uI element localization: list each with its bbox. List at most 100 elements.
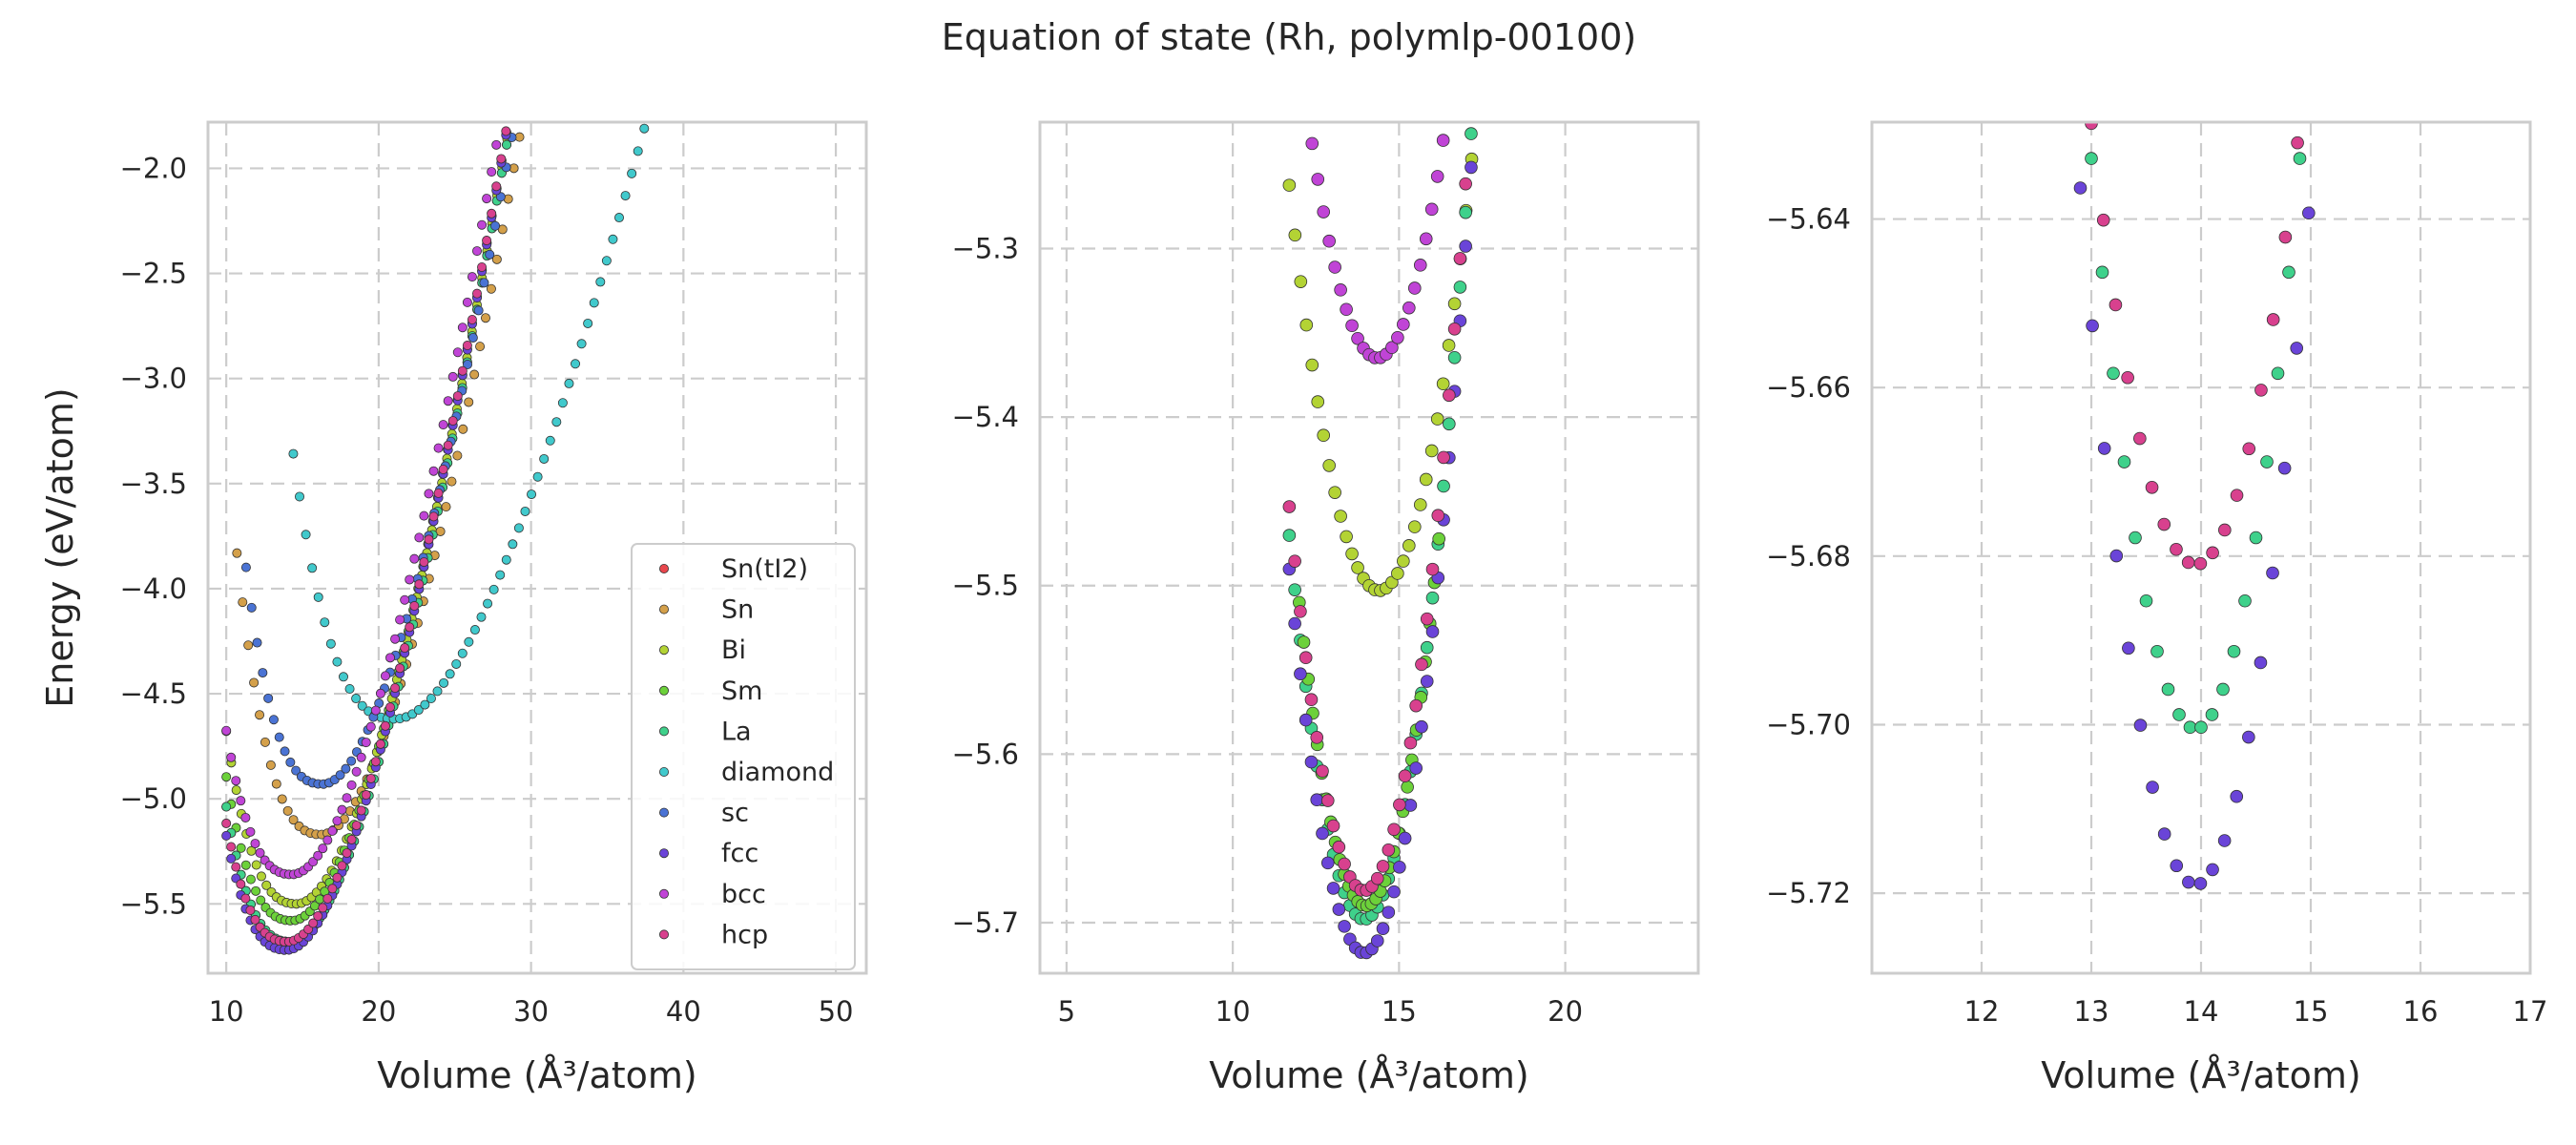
data-point-La [2216, 682, 2230, 697]
data-point-hcp [1443, 388, 1456, 403]
legend-entry: sc [721, 799, 749, 828]
data-point-La [1288, 583, 1301, 596]
data-point-bcc [1328, 260, 1341, 274]
data-point-fcc [2315, 56, 2327, 69]
data-point-fcc [1310, 793, 1324, 807]
legend-frame [631, 543, 856, 970]
data-point-diamond [646, 101, 654, 110]
data-point-diamond [344, 684, 355, 695]
data-point-bcc [332, 816, 343, 826]
data-point-diamond [576, 339, 587, 349]
data-point-Sn [452, 450, 463, 461]
x-axis-label: Volume (Å³/atom) [1209, 1054, 1529, 1096]
data-point-hcp [2121, 370, 2134, 385]
data-point-diamond [464, 636, 474, 647]
data-point-hcp [2266, 313, 2280, 326]
data-point-fcc [2086, 319, 2099, 333]
data-point-bcc [385, 653, 396, 663]
x-tick-label: 15 [2294, 995, 2329, 1028]
y-tick-label: −5.66 [1766, 371, 1851, 404]
data-point-sc [490, 220, 501, 231]
data-point-La [2172, 708, 2186, 721]
data-point-hcp [226, 842, 237, 852]
data-point-hcp [322, 893, 333, 904]
data-point-hcp [2133, 431, 2147, 446]
data-point-Sn [265, 760, 276, 770]
data-point-fcc [1403, 799, 1418, 812]
data-point-Sn [486, 283, 496, 294]
x-axis-label: Volume (Å³/atom) [377, 1054, 697, 1096]
data-point-fcc [226, 853, 237, 864]
data-point-hcp [507, 98, 515, 107]
data-point-Sm [256, 895, 266, 906]
data-point-La [1443, 417, 1456, 431]
legend-marker [659, 929, 670, 940]
data-point-bcc [467, 272, 477, 282]
data-point-Sn [249, 677, 260, 688]
data-point-diamond [627, 168, 637, 178]
data-point-hcp [1326, 819, 1340, 833]
data-point-hcp [332, 872, 343, 883]
data-point-hcp [1294, 605, 1307, 618]
legend-entry: hcp [721, 920, 768, 949]
data-point-La [2095, 265, 2109, 280]
data-point-Sn [469, 369, 480, 380]
data-point-hcp [467, 314, 477, 324]
data-point-bcc [409, 553, 420, 564]
data-point-bcc [231, 776, 241, 786]
data-point-hcp [2254, 384, 2268, 397]
y-axis-label: Energy (eV/atom) [39, 387, 81, 707]
data-point-bcc [1317, 205, 1331, 219]
data-point-fcc [1370, 934, 1384, 947]
data-point-bcc [419, 510, 429, 521]
data-point-fcc [2242, 730, 2255, 744]
data-point-hcp [1320, 794, 1335, 807]
data-point-Sn [243, 640, 254, 651]
data-point-fcc [1288, 616, 1301, 631]
data-point-bcc [438, 420, 448, 430]
tick-labels: 5 10 15 20 −5.7 −5.6 −5.5 −5.4 −5.3 [952, 232, 1583, 1028]
axes-frame [206, 120, 868, 975]
data-point-diamond [527, 489, 537, 500]
data-point-diamond [520, 506, 530, 516]
data-point-sc [274, 732, 284, 742]
figure-title: Equation of state (Rh, polymlp-00100) [942, 16, 1636, 58]
y-tick-label: −5.3 [952, 232, 1019, 264]
y-tick-label: −2.5 [120, 258, 187, 290]
data-point-hcp [1465, 99, 1478, 112]
data-point-bcc [337, 804, 347, 815]
data-point-hcp [365, 773, 376, 783]
data-point-bcc [313, 850, 323, 861]
data-point-hcp [405, 622, 415, 633]
y-tick-label: −5.6 [952, 738, 1019, 770]
data-point-hcp [2157, 517, 2171, 531]
data-point-bcc [245, 826, 256, 837]
data-point-bcc [1397, 318, 1410, 331]
data-point-bcc [1322, 234, 1336, 248]
data-point-La [2282, 265, 2296, 280]
data-point-hcp [370, 757, 381, 767]
data-point-Sn [282, 805, 293, 816]
data-point-sc [479, 278, 489, 288]
data-point-bcc [318, 843, 328, 854]
data-point-hcp [250, 914, 260, 925]
data-point-fcc [1420, 675, 1434, 688]
data-point-hcp [2242, 442, 2256, 456]
data-point-fcc [1425, 625, 1440, 638]
data-point-diamond [432, 686, 443, 697]
data-point-hcp [472, 288, 483, 299]
data-point-La [2271, 366, 2285, 381]
data-point-fcc [2302, 206, 2316, 220]
x-tick-label: 14 [2184, 995, 2219, 1028]
data-point-fcc [1381, 906, 1396, 919]
data-point-hcp [428, 511, 439, 522]
data-point-diamond [451, 658, 462, 669]
data-point-hcp [236, 879, 246, 889]
data-point-bcc [447, 371, 458, 382]
x-axis-label: Volume (Å³/atom) [2041, 1054, 2361, 1096]
x-tick-label: 50 [819, 995, 854, 1028]
data-point-fcc [1393, 860, 1406, 874]
data-point-diamond [564, 378, 574, 388]
data-point-diamond [513, 523, 524, 533]
